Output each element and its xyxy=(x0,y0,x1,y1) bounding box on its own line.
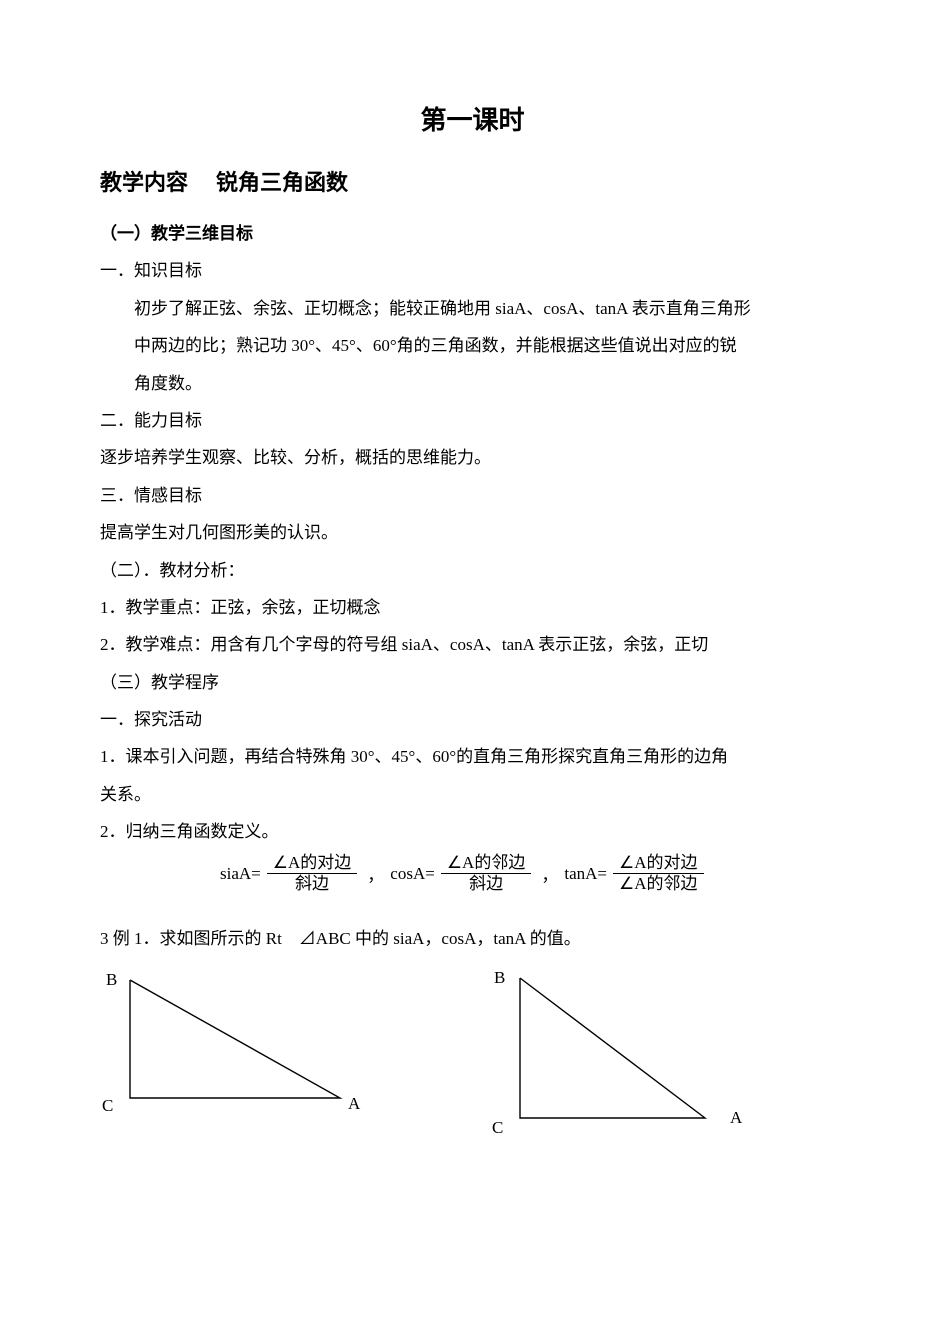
ability-body: 逐步培养学生观察、比较、分析，概括的思维能力。 xyxy=(100,439,845,476)
comma-1: ， xyxy=(361,861,390,886)
section-1-head: （一）教学三维目标 xyxy=(100,215,845,252)
sia-num: ∠A的对边 xyxy=(267,853,358,874)
sia-label: siaA= xyxy=(220,864,263,884)
knowledge-head: 一．知识目标 xyxy=(100,252,845,289)
label-b-right: B xyxy=(494,968,505,988)
document-page: 第一课时 教学内容 锐角三角函数 （一）教学三维目标 一．知识目标 初步了解正弦、… xyxy=(0,0,945,1335)
section-3-sub1: 一．探究活动 xyxy=(100,701,845,738)
subject-label: 教学内容 xyxy=(100,170,188,195)
section-2-line-1: 1．教学重点：正弦，余弦，正切概念 xyxy=(100,589,845,626)
label-a-right: A xyxy=(730,1108,742,1128)
section-2-line-2: 2．教学难点：用含有几个字母的符号组 siaA、cosA、tanA 表示正弦，余… xyxy=(100,626,845,663)
page-title: 第一课时 xyxy=(100,100,845,137)
section-2-head: （二）．教材分析： xyxy=(100,552,845,589)
figure-left: B C A xyxy=(100,968,380,1128)
cos-den: 斜边 xyxy=(463,874,509,894)
label-c-right: C xyxy=(492,1118,503,1138)
section-3-head: （三）教学程序 xyxy=(100,664,845,701)
tan-den: ∠A的邻边 xyxy=(613,874,704,894)
subject-value: 锐角三角函数 xyxy=(216,170,348,195)
comma-2: ， xyxy=(535,861,564,886)
triangle-left-icon xyxy=(100,968,360,1118)
label-c-left: C xyxy=(102,1096,113,1116)
triangle-right-icon xyxy=(480,968,740,1138)
tan-num: ∠A的对边 xyxy=(613,853,704,874)
figures-row: B C A B C A xyxy=(100,968,845,1148)
emotion-body: 提高学生对几何图形美的认识。 xyxy=(100,514,845,551)
cos-fraction: ∠A的邻边 斜边 xyxy=(441,853,532,895)
sia-den: 斜边 xyxy=(289,874,335,894)
tan-fraction: ∠A的对边 ∠A的邻边 xyxy=(613,853,704,895)
section-3-line-3: 3 例 1．求如图所示的 Rt ⊿ABC 中的 siaA，cosA，tanA 的… xyxy=(100,920,845,957)
subject-line: 教学内容 锐角三角函数 xyxy=(100,165,845,197)
formula-row: siaA= ∠A的对边 斜边 ， cosA= ∠A的邻边 斜边 ， tanA= … xyxy=(100,853,845,895)
label-a-left: A xyxy=(348,1094,360,1114)
figure-right: B C A xyxy=(480,968,780,1148)
knowledge-line-1: 初步了解正弦、余弦、正切概念；能较正确地用 siaA、cosA、tanA 表示直… xyxy=(100,290,845,327)
cos-label: cosA= xyxy=(390,864,437,884)
sia-fraction: ∠A的对边 斜边 xyxy=(267,853,358,895)
knowledge-line-2: 中两边的比；熟记功 30°、45°、60°角的三角函数，并能根据这些值说出对应的… xyxy=(100,327,845,364)
tan-label: tanA= xyxy=(564,864,609,884)
emotion-head: 三．情感目标 xyxy=(100,477,845,514)
label-b-left: B xyxy=(106,970,117,990)
section-3-line-1a: 1．课本引入问题，再结合特殊角 30°、45°、60°的直角三角形探究直角三角形… xyxy=(100,738,845,775)
section-3-line-2: 2．归纳三角函数定义。 xyxy=(100,813,845,850)
cos-num: ∠A的邻边 xyxy=(441,853,532,874)
section-3-line-1b: 关系。 xyxy=(100,776,845,813)
ability-head: 二．能力目标 xyxy=(100,402,845,439)
knowledge-line-3: 角度数。 xyxy=(100,365,845,402)
